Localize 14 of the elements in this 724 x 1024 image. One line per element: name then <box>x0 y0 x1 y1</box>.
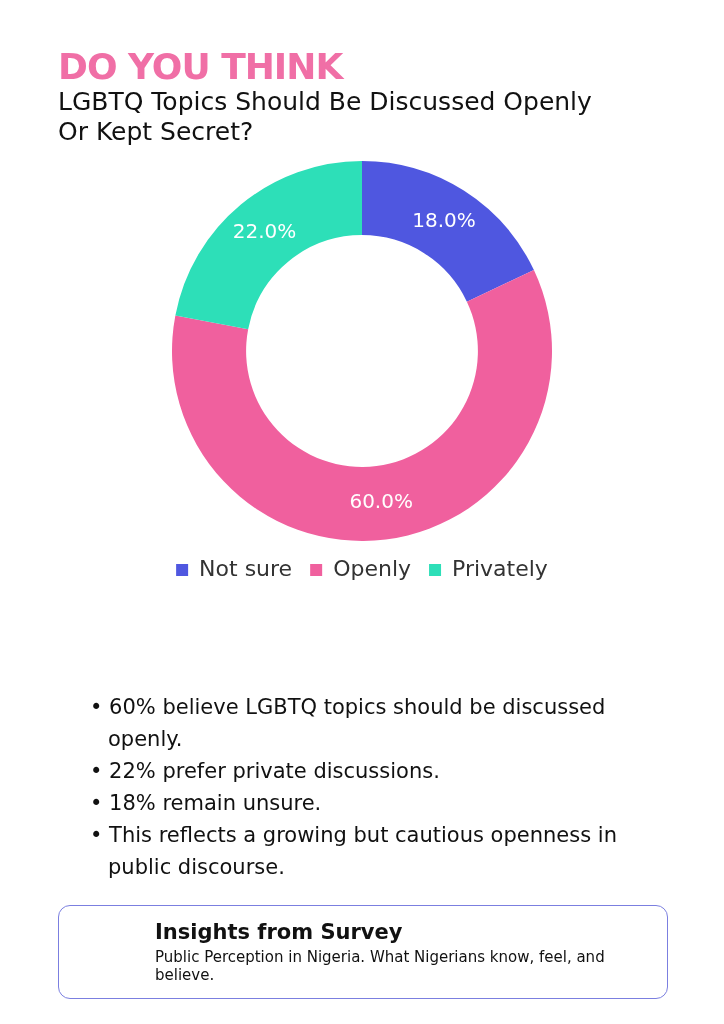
text: Insights from Survey <box>155 920 404 944</box>
data-label: 60.0% <box>349 488 413 513</box>
text: • 60% believe LGBTQ topics should be discussed openly. <box>90 694 607 753</box>
legend-label: Privately <box>452 555 548 581</box>
text: • This reflects a growing but cautious openness in public discourse. <box>90 822 618 881</box>
legend-label: Openly <box>333 555 412 581</box>
legend-label: Not sure <box>199 555 293 581</box>
text: Public Perception in Nigeria. What Nigerians know, feel, and believe. <box>155 948 606 984</box>
chart-subtitle: LGBTQ Topics Should Be Discussed Openly Or Kept Secret? <box>58 87 593 147</box>
data-label: 22.0% <box>232 219 297 244</box>
text: • 18% remain unsure. <box>90 790 323 817</box>
chart-title: DO YOU THINK <box>58 46 345 87</box>
data-label: 18.0% <box>412 208 476 233</box>
text: • 22% prefer private discussions. <box>90 758 441 785</box>
